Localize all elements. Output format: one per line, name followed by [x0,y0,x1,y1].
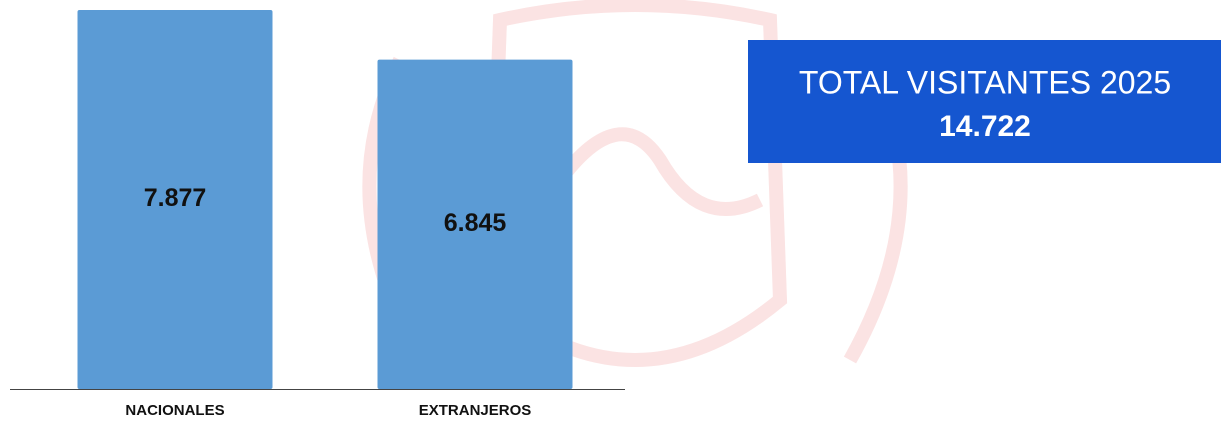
kpi-box [748,40,1221,163]
kpi-title: TOTAL VISITANTES 2025 [799,64,1171,100]
bar [77,10,273,390]
value-label: 6.845 [444,209,507,237]
kpi-value: 14.722 [939,110,1031,143]
bar [377,59,573,390]
x-tick-label: NACIONALES [125,402,224,419]
value-label: 7.877 [144,184,207,212]
x-tick-label: EXTRANJEROS [419,402,532,419]
watermark-mountain [554,127,764,216]
